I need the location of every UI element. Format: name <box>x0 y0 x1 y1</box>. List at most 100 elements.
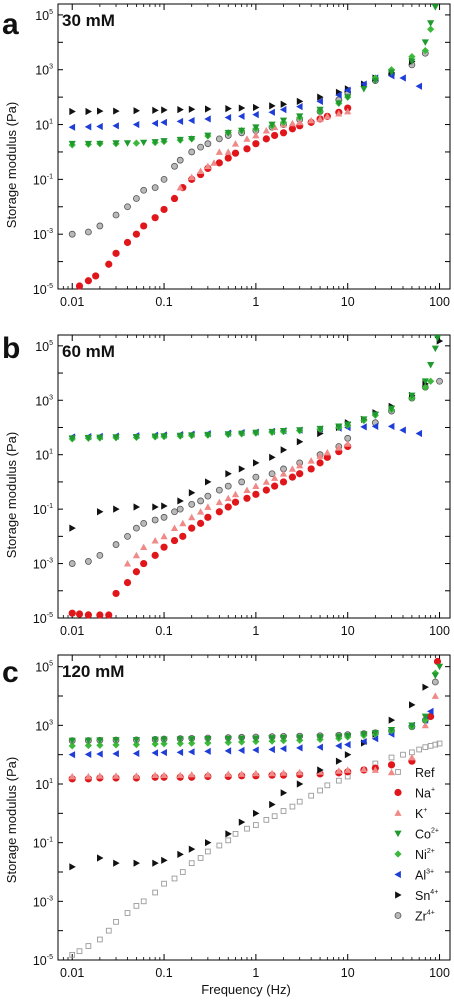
data-point-na <box>105 260 113 268</box>
data-point-na <box>231 498 240 506</box>
data-point-al <box>112 750 119 758</box>
data-point-ref <box>188 860 195 867</box>
data-point-sn <box>113 107 120 115</box>
data-point-na <box>105 611 113 619</box>
data-point-al <box>252 746 259 754</box>
data-point-sn <box>280 446 288 454</box>
data-point-zr <box>140 186 148 194</box>
data-point-al <box>360 80 367 88</box>
data-point-na <box>92 272 100 280</box>
data-point-al <box>151 749 159 757</box>
y-axis-label-b: Storage modulus (Pa) <box>4 432 19 558</box>
data-point-co <box>421 713 429 721</box>
data-point-al <box>296 103 303 111</box>
data-point-zr <box>124 203 131 211</box>
x-tick-label: 1 <box>252 624 259 638</box>
x-tick-label: 1 <box>252 295 259 309</box>
data-point-co <box>68 140 76 148</box>
legend-label: Co2+ <box>415 828 439 842</box>
data-point-k <box>296 118 304 126</box>
y-tick-label: 10-5 <box>33 612 53 626</box>
data-point-sn <box>296 780 304 788</box>
data-point-al <box>268 745 275 754</box>
data-point-sn <box>225 830 232 838</box>
data-point-k <box>224 494 232 502</box>
series-co <box>68 4 439 148</box>
data-point-na <box>262 486 270 494</box>
data-point-k <box>176 771 184 779</box>
data-point-co <box>360 731 368 738</box>
data-point-al <box>335 742 342 750</box>
data-point-k <box>288 119 297 127</box>
data-point-co <box>96 140 104 148</box>
y-tick-label: 10-5 <box>33 954 53 968</box>
data-point-k <box>215 148 223 155</box>
data-point-zr <box>151 516 159 524</box>
data-point-co <box>427 361 435 369</box>
data-point-sn <box>253 103 260 112</box>
data-point-al <box>68 751 76 759</box>
data-point-ref <box>161 880 167 887</box>
series-zr <box>68 377 443 567</box>
data-point-ref <box>69 951 76 958</box>
data-point-co <box>204 132 212 140</box>
data-point-na <box>75 610 84 618</box>
data-point-al <box>112 122 119 130</box>
data-point-ni <box>176 739 184 748</box>
data-point-k <box>323 112 331 120</box>
data-point-ref <box>416 746 423 753</box>
data-point-co <box>387 727 396 734</box>
data-point-co <box>279 117 288 125</box>
data-point-zr <box>151 184 159 192</box>
data-point-zr <box>204 492 212 500</box>
data-point-sn <box>177 497 184 505</box>
y-tick-label: 10-3 <box>33 228 53 242</box>
data-point-k <box>387 768 396 776</box>
y-tick-label: 10-3 <box>33 558 53 572</box>
data-point-k <box>160 532 168 540</box>
data-point-na <box>433 657 442 666</box>
data-point-ni <box>68 742 76 750</box>
data-point-k <box>421 721 429 729</box>
data-point-sn <box>238 818 246 826</box>
y-tick-label: 103 <box>35 719 53 733</box>
data-point-co <box>68 737 76 745</box>
data-point-k <box>307 116 315 124</box>
data-point-k <box>68 772 76 780</box>
data-point-co <box>151 433 159 441</box>
data-point-co <box>151 736 159 744</box>
data-point-ref <box>271 813 278 820</box>
data-point-k <box>210 159 218 166</box>
data-point-co <box>344 421 352 428</box>
data-point-ref <box>324 782 331 789</box>
data-point-k <box>262 127 270 134</box>
data-point-na <box>271 131 279 140</box>
chart-panel-b: 0.01 0.1 1 10 100 10-5 10-3 10-1 101 103 105 b 60 mM <box>2 332 451 638</box>
data-point-ref <box>205 848 211 855</box>
data-point-ni <box>421 716 429 724</box>
data-point-zr <box>112 211 120 219</box>
data-point-co <box>238 735 246 743</box>
data-point-co <box>344 94 352 101</box>
data-point-k <box>196 167 205 174</box>
data-point-ni <box>160 740 168 748</box>
data-point-na <box>279 478 288 486</box>
data-point-na <box>84 277 92 285</box>
y-tick-label: 10-1 <box>33 173 53 187</box>
data-point-al <box>399 426 406 434</box>
data-point-na <box>179 532 187 540</box>
data-point-k <box>140 543 148 551</box>
data-point-k <box>132 551 141 559</box>
data-point-na <box>112 589 120 598</box>
series-k <box>68 692 439 780</box>
x-tick-label: 10 <box>341 295 355 309</box>
series-ni <box>68 377 435 443</box>
data-point-na <box>196 519 205 527</box>
data-point-k <box>371 766 379 773</box>
data-point-na <box>288 473 297 481</box>
data-point-sn <box>204 478 212 486</box>
data-point-zr <box>224 482 232 490</box>
legend-label: Sn4+ <box>415 889 438 903</box>
data-point-ref <box>400 751 406 758</box>
